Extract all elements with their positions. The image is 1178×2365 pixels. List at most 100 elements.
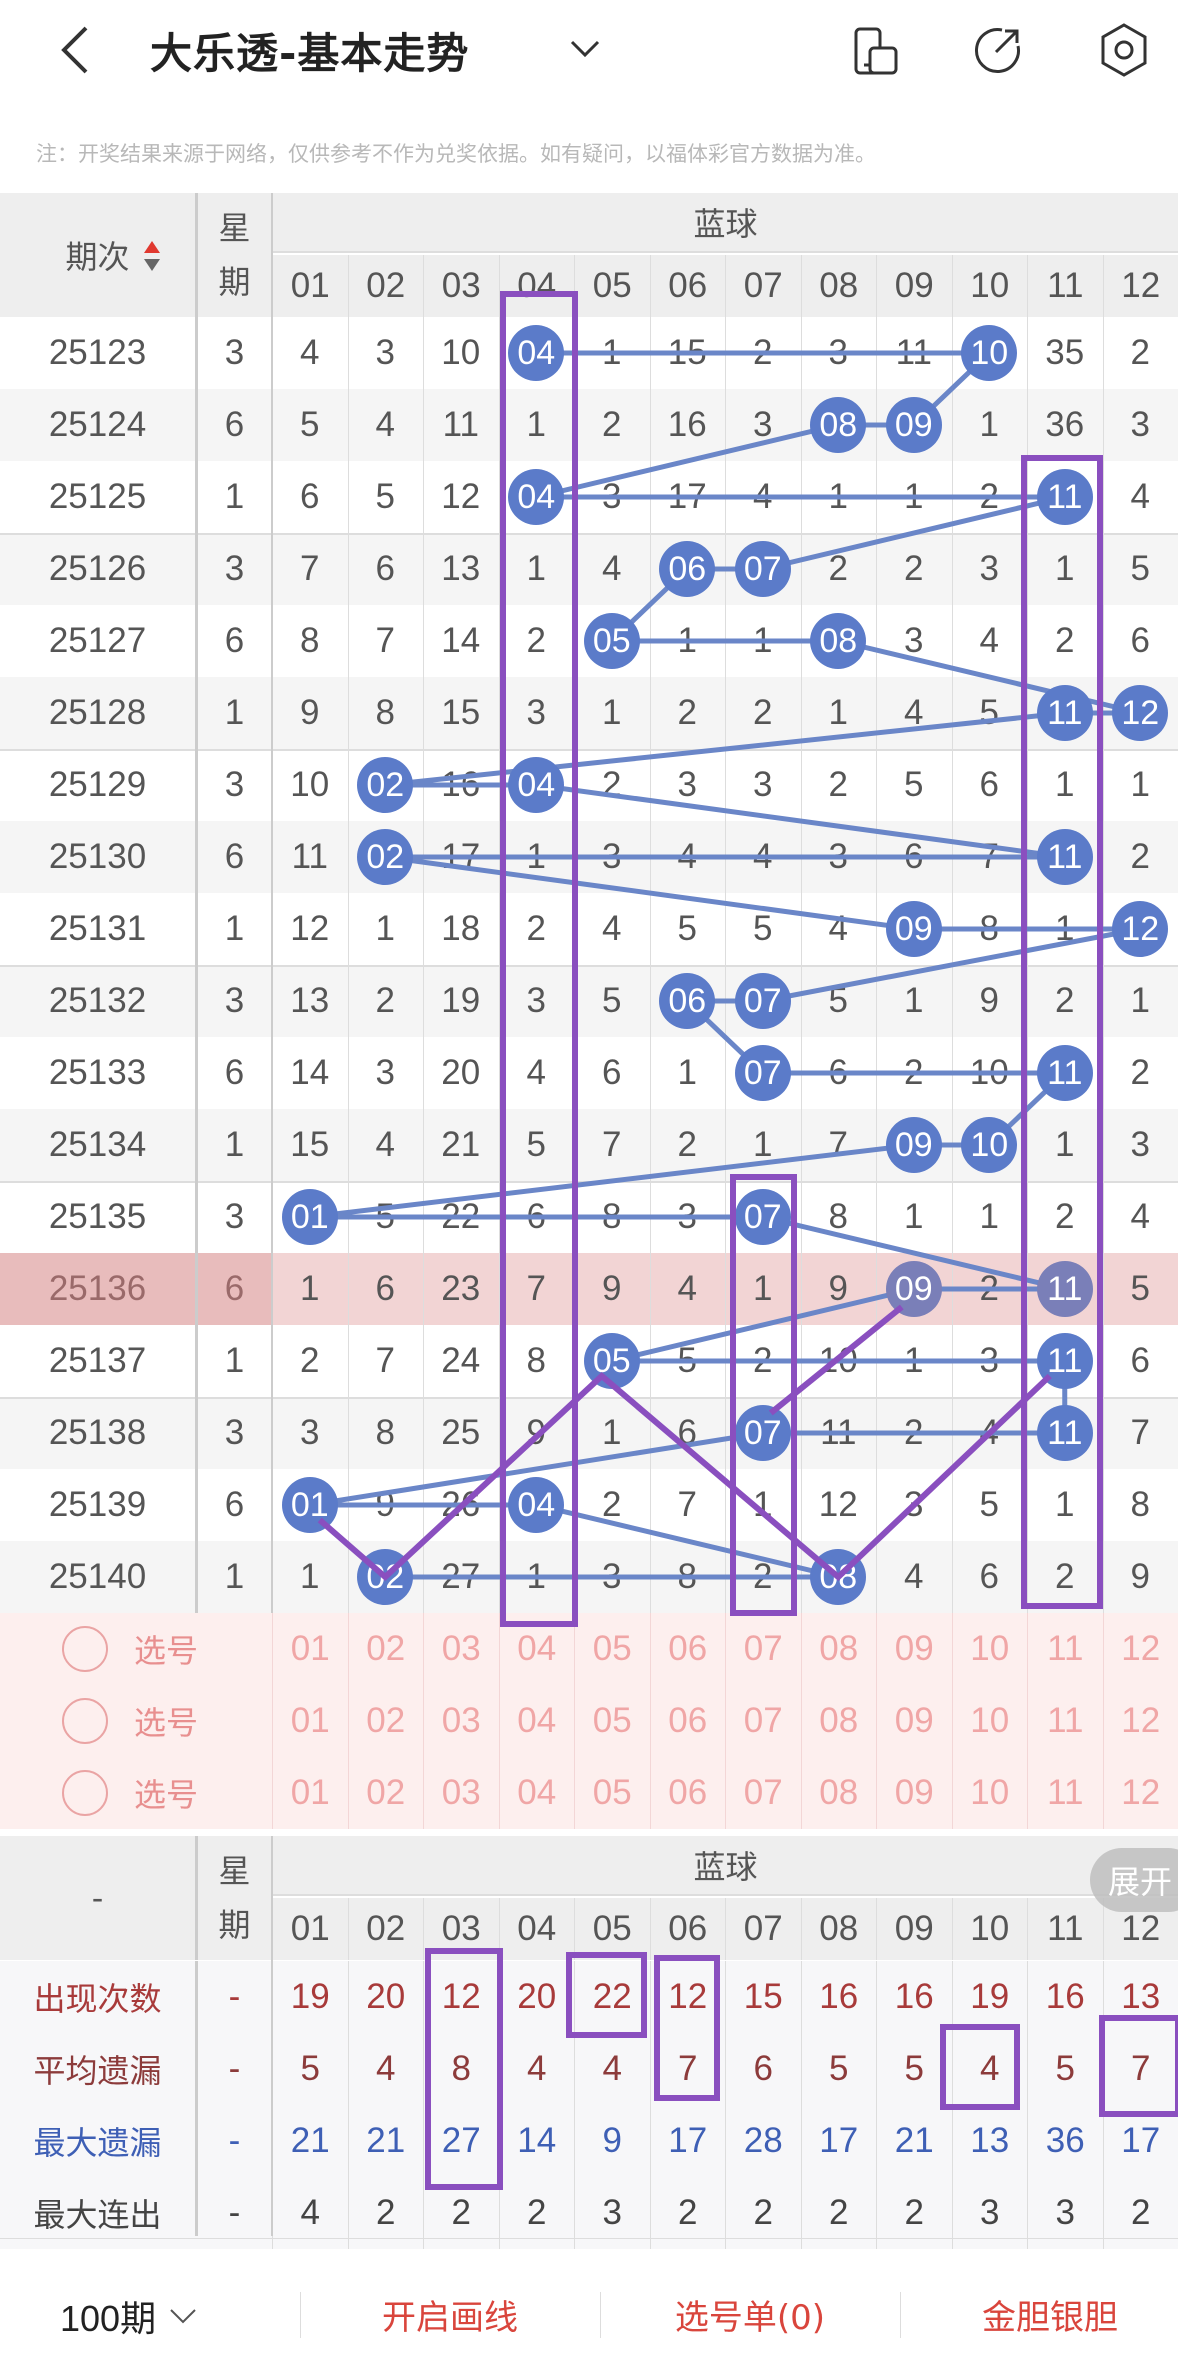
pick-number[interactable]: 08	[800, 1757, 877, 1829]
omission-cell: 2	[1055, 981, 1075, 1020]
blue-ball[interactable]: 08	[810, 613, 867, 669]
omission-cell: 1	[979, 405, 999, 444]
blue-ball[interactable]: 05	[583, 1333, 640, 1389]
pick-number[interactable]: 12	[1102, 1685, 1178, 1757]
pick-number[interactable]: 08	[800, 1685, 877, 1757]
pick-number[interactable]: 03	[423, 1685, 499, 1757]
pick-number[interactable]: 09	[876, 1757, 952, 1829]
blue-ball[interactable]: 06	[659, 541, 716, 597]
omission-cell: 3	[602, 837, 622, 876]
blue-ball[interactable]: 06	[659, 973, 716, 1029]
week-cell: 6	[224, 405, 245, 444]
stats-value: 2	[347, 2177, 424, 2249]
pick-number[interactable]: 11	[1027, 1685, 1103, 1757]
omission-cell: 10	[818, 1341, 858, 1380]
page-title[interactable]: 大乐透-基本走势	[150, 29, 470, 78]
blue-ball[interactable]: 09	[885, 901, 942, 957]
pick-number[interactable]: 11	[1027, 1613, 1103, 1685]
blue-ball[interactable]: 11	[1036, 1333, 1093, 1389]
blue-ball[interactable]: 08	[810, 397, 867, 453]
stats-value: 21	[876, 2105, 952, 2177]
pick-number[interactable]: 10	[951, 1757, 1028, 1829]
blue-ball[interactable]: 04	[508, 1477, 565, 1533]
blue-ball[interactable]: 12	[1112, 901, 1169, 957]
pick-number[interactable]: 02	[347, 1757, 424, 1829]
pick-number[interactable]: 02	[347, 1685, 424, 1757]
blue-ball[interactable]: 07	[734, 1405, 791, 1461]
pick-number[interactable]: 06	[649, 1757, 726, 1829]
blue-ball[interactable]: 11	[1036, 1261, 1093, 1317]
omission-cell: 4	[602, 549, 622, 588]
blue-ball[interactable]: 11	[1036, 469, 1093, 525]
blue-ball[interactable]: 11	[1036, 829, 1093, 885]
settings-icon[interactable]	[1098, 22, 1150, 78]
pick-number[interactable]: 04	[498, 1685, 575, 1757]
gold-silver-button[interactable]: 金胆银胆	[982, 2298, 1118, 2338]
pick-number[interactable]: 04	[498, 1613, 575, 1685]
blue-ball[interactable]: 07	[734, 541, 791, 597]
blue-ball[interactable]: 11	[1036, 1045, 1093, 1101]
phone-layout-icon[interactable]	[852, 26, 902, 76]
pick-number[interactable]: 09	[876, 1613, 952, 1685]
pick-number[interactable]: 07	[725, 1613, 801, 1685]
pick-number[interactable]: 08	[800, 1613, 877, 1685]
expand-button[interactable]: 展开	[1090, 1848, 1178, 1912]
blue-ball[interactable]: 11	[1036, 685, 1093, 741]
stats-value: 12	[649, 1961, 726, 2033]
blue-ball[interactable]: 04	[508, 325, 565, 381]
share-icon[interactable]	[972, 24, 1024, 76]
pick-number[interactable]: 09	[876, 1685, 952, 1757]
omission-cell: 4	[979, 1413, 999, 1452]
blue-ball[interactable]: 07	[734, 973, 791, 1029]
blue-ball[interactable]: 10	[961, 325, 1018, 381]
blue-ball[interactable]: 04	[508, 757, 565, 813]
pick-number[interactable]: 03	[423, 1757, 499, 1829]
omission-cell: 1	[1055, 1485, 1075, 1524]
pick-number[interactable]: 10	[951, 1613, 1028, 1685]
blue-ball[interactable]: 07	[734, 1189, 791, 1245]
pick-number[interactable]: 03	[423, 1613, 499, 1685]
blue-ball[interactable]: 08	[810, 1549, 867, 1605]
pick-number[interactable]: 01	[272, 1613, 348, 1685]
omission-cell: 5	[1130, 1269, 1150, 1308]
blue-ball[interactable]: 05	[583, 613, 640, 669]
blue-ball[interactable]: 09	[885, 1117, 942, 1173]
column-period[interactable]: 期次	[0, 193, 195, 317]
pick-number[interactable]: 05	[574, 1685, 650, 1757]
blue-ball[interactable]: 02	[357, 1549, 414, 1605]
radio-circle-icon[interactable]	[62, 1770, 108, 1816]
blue-ball[interactable]: 01	[281, 1477, 338, 1533]
pick-number[interactable]: 05	[574, 1757, 650, 1829]
radio-circle-icon[interactable]	[62, 1626, 108, 1672]
pick-number[interactable]: 07	[725, 1757, 801, 1829]
blue-ball[interactable]: 09	[885, 1261, 942, 1317]
pick-number[interactable]: 06	[649, 1685, 726, 1757]
pick-number[interactable]: 07	[725, 1685, 801, 1757]
blue-ball[interactable]: 09	[885, 397, 942, 453]
pick-list-button[interactable]: 选号单(0)	[674, 2298, 826, 2338]
pick-number[interactable]: 01	[272, 1685, 348, 1757]
blue-ball[interactable]: 02	[357, 829, 414, 885]
pick-number[interactable]: 12	[1102, 1757, 1178, 1829]
radio-circle-icon[interactable]	[62, 1698, 108, 1744]
blue-ball[interactable]: 11	[1036, 1405, 1093, 1461]
pick-number[interactable]: 04	[498, 1757, 575, 1829]
pick-number[interactable]: 10	[951, 1685, 1028, 1757]
blue-ball[interactable]: 02	[357, 757, 414, 813]
pick-number[interactable]: 01	[272, 1757, 348, 1829]
chevron-down-icon[interactable]	[568, 38, 602, 60]
sort-icon[interactable]	[142, 239, 162, 273]
draw-line-button[interactable]: 开启画线	[382, 2298, 518, 2338]
blue-ball[interactable]: 07	[734, 1045, 791, 1101]
pick-number[interactable]: 06	[649, 1613, 726, 1685]
pick-number[interactable]: 12	[1102, 1613, 1178, 1685]
blue-ball[interactable]: 04	[508, 469, 565, 525]
blue-ball[interactable]: 10	[961, 1117, 1018, 1173]
pick-number[interactable]: 05	[574, 1613, 650, 1685]
back-icon[interactable]	[58, 24, 92, 76]
pick-number[interactable]: 02	[347, 1613, 424, 1685]
period-count-select[interactable]: 100期	[60, 2290, 198, 2342]
blue-ball[interactable]: 01	[281, 1189, 338, 1245]
blue-ball[interactable]: 12	[1112, 685, 1169, 741]
pick-number[interactable]: 11	[1027, 1757, 1103, 1829]
